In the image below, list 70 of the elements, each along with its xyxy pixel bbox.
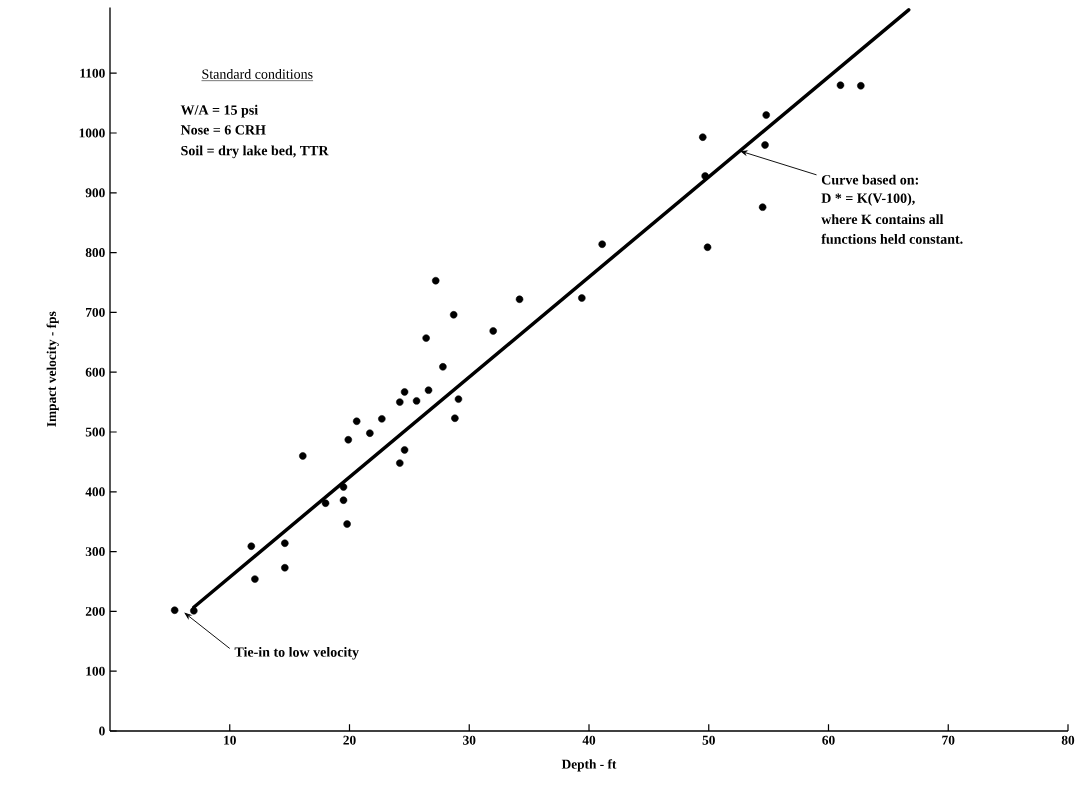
x-tick-label: 50 <box>702 735 715 745</box>
point <box>451 414 459 422</box>
y-axis-title: Impact velocity - fps <box>46 311 59 427</box>
x-tick-label: 60 <box>822 735 835 745</box>
y-tick-label: 600 <box>85 367 105 377</box>
point <box>343 520 351 528</box>
annotation: Soil = dry lake bed, TTR <box>181 145 329 159</box>
point <box>281 564 289 572</box>
point <box>352 417 361 425</box>
point <box>857 82 865 90</box>
point <box>321 499 330 507</box>
point <box>454 395 463 403</box>
annotation: Standard conditions <box>202 68 313 79</box>
point <box>578 294 586 302</box>
x-axis-title: Depth - ft <box>561 759 617 772</box>
point <box>400 388 409 396</box>
annotation: D * = K(V-100), <box>821 193 915 206</box>
point <box>439 363 447 371</box>
point <box>598 240 606 248</box>
point <box>412 397 421 405</box>
point <box>703 243 712 251</box>
x-tick-label: 80 <box>1061 735 1075 745</box>
y-tick-label: 0 <box>99 726 105 736</box>
x-tick-label: 20 <box>343 735 356 745</box>
point <box>836 81 845 89</box>
point <box>339 483 348 491</box>
y-tick-label: 500 <box>85 427 105 437</box>
point <box>758 203 767 211</box>
annotation: W/A = 15 psi <box>180 104 258 118</box>
annotation: functions held constant. <box>821 233 963 244</box>
y-tick-label: 800 <box>85 248 105 258</box>
x-tick-label: 30 <box>463 735 476 745</box>
y-tick-label: 300 <box>85 547 105 557</box>
point <box>761 141 769 149</box>
y-tick-label: 1000 <box>79 128 105 138</box>
point <box>344 436 353 444</box>
point <box>431 276 440 285</box>
point <box>701 172 709 180</box>
y-tick-label: 100 <box>86 666 105 676</box>
point <box>699 133 707 141</box>
y-tick-label: 900 <box>85 188 105 198</box>
point <box>449 311 458 319</box>
point <box>366 429 374 437</box>
x-tick-label: 10 <box>224 735 236 745</box>
point <box>251 575 259 583</box>
point <box>515 295 524 303</box>
annotation: Tie-in to low velocity <box>234 646 359 660</box>
x-tick-label: 70 <box>942 735 955 745</box>
point <box>170 606 179 614</box>
point <box>424 386 433 394</box>
point <box>762 111 770 119</box>
y-tick-label: 400 <box>85 487 105 497</box>
point <box>489 327 497 335</box>
point <box>400 446 409 454</box>
point <box>190 607 198 615</box>
point <box>378 415 386 423</box>
y-tick-label: 700 <box>86 307 105 317</box>
y-tick-label: 200 <box>85 606 105 616</box>
x-tick-label: 40 <box>582 735 596 745</box>
y-tick-label: 1100 <box>80 68 105 78</box>
point <box>396 459 404 467</box>
point <box>339 496 348 504</box>
point <box>299 452 307 460</box>
point <box>247 542 256 550</box>
annotation: Nose = 6 CRH <box>180 125 266 135</box>
point <box>422 334 430 342</box>
annotation: where K contains all <box>821 214 944 225</box>
point <box>396 398 404 406</box>
annotation: Curve based on: <box>821 174 918 185</box>
point <box>281 539 289 547</box>
